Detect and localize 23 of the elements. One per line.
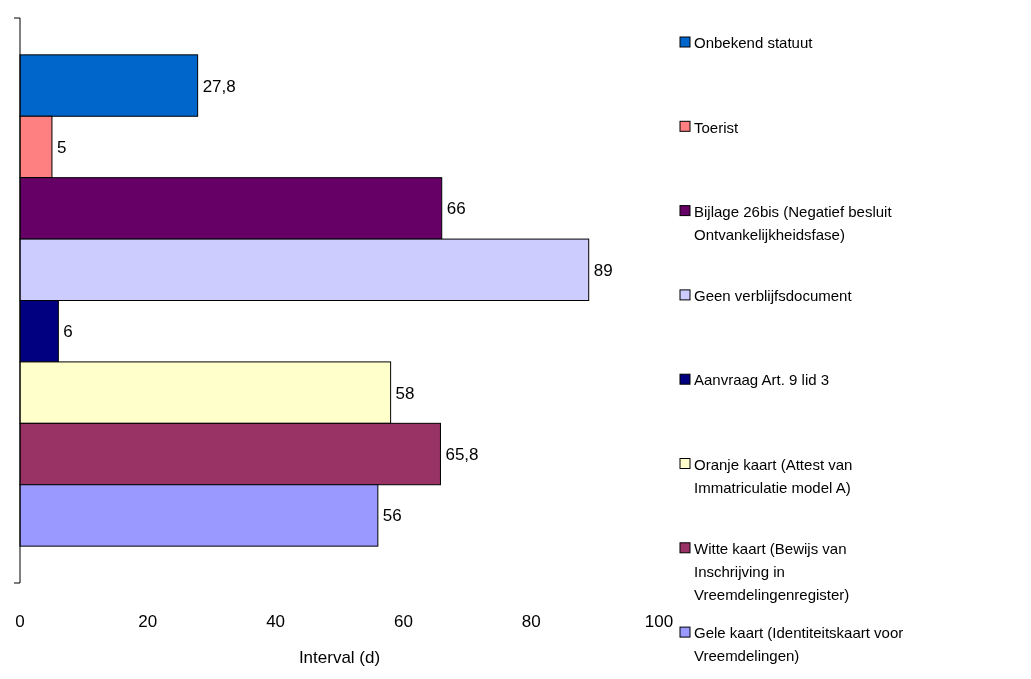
legend-label: Onbekend statuut [694,34,814,52]
data-label: 65,8 [445,444,479,464]
data-label: 56 [382,506,402,526]
legend-label: Witte kaart (Bewijs van Inschrijving in Vreemdelingenregister) [694,540,850,604]
data-label: 5 [56,137,67,157]
data-label: 89 [593,260,613,280]
x-tick-label: 40 [266,611,286,631]
x-tick-label: 80 [521,611,541,631]
data-label: 58 [395,383,415,403]
x-tick-label: 20 [138,611,158,631]
x-axis-title: Interval (d) [298,648,381,667]
legend-label: Aanvraag Art. 9 lid 3 [694,371,830,389]
legend-label: Bijlage 26bis (Negatief besluit Ontvankelijkheidsfase) [694,202,893,243]
data-label: 66 [446,199,466,219]
legend-label: Toerist [694,118,740,136]
data-label: 6 [63,322,73,342]
legend-label: Gele kaart (Identiteitskaart voor Vreemdelingen) [694,624,904,665]
legend-label: Oranje kaart (Attest van Immatriculatie model A) [694,455,853,496]
x-tick-label: 100 [644,611,674,631]
data-label: 27,8 [202,76,236,96]
x-tick-label: 60 [393,611,413,631]
legend-label: Geen verblijfsdocument [694,287,853,305]
x-tick-label: 0 [15,611,25,631]
